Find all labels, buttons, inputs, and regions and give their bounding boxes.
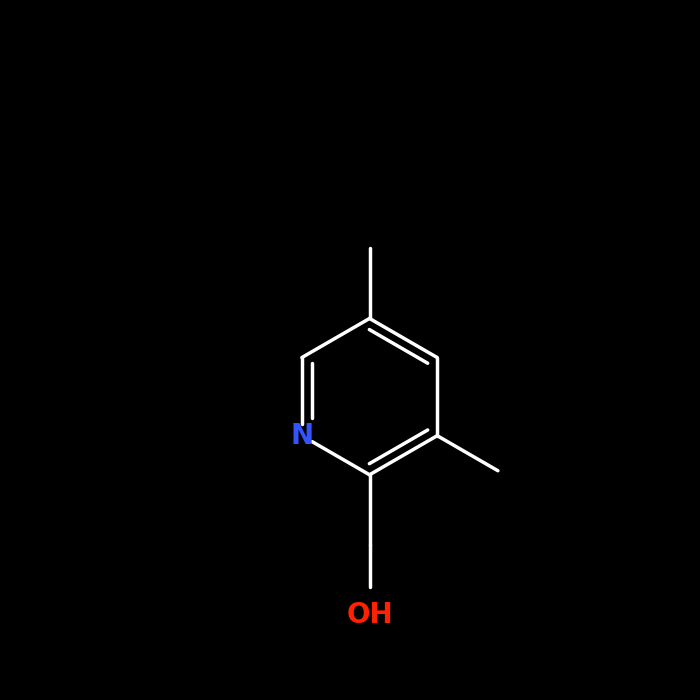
Text: OH: OH [346,601,393,629]
Text: N: N [290,421,314,449]
